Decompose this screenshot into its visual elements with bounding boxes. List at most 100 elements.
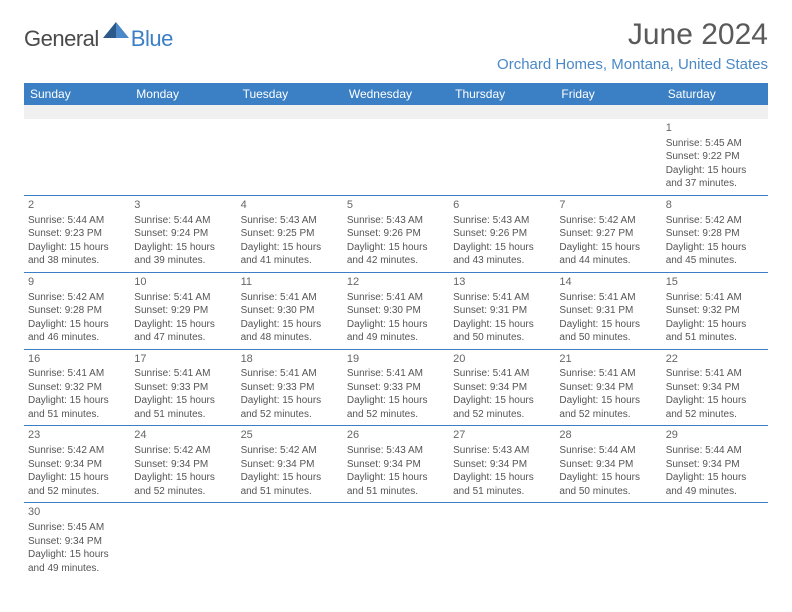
- daylight-text: Daylight: 15 hours and 52 minutes.: [347, 394, 445, 421]
- day-number: 20: [453, 352, 551, 367]
- sunrise-text: Sunrise: 5:41 AM: [666, 291, 764, 305]
- day-cell: 24Sunrise: 5:42 AMSunset: 9:34 PMDayligh…: [130, 426, 236, 502]
- sunset-text: Sunset: 9:26 PM: [347, 227, 445, 241]
- weekday-label: Wednesday: [343, 83, 449, 105]
- day-number: 22: [666, 352, 764, 367]
- day-number: 7: [559, 198, 657, 213]
- sunrise-text: Sunrise: 5:43 AM: [347, 444, 445, 458]
- day-number: 16: [28, 352, 126, 367]
- day-number: 6: [453, 198, 551, 213]
- day-number: 21: [559, 352, 657, 367]
- logo-text-dark: General: [24, 26, 99, 52]
- day-cell: 2Sunrise: 5:44 AMSunset: 9:23 PMDaylight…: [24, 196, 130, 272]
- daylight-text: Daylight: 15 hours and 52 minutes.: [134, 471, 232, 498]
- sunset-text: Sunset: 9:23 PM: [28, 227, 126, 241]
- day-cell: 3Sunrise: 5:44 AMSunset: 9:24 PMDaylight…: [130, 196, 236, 272]
- day-cell: 12Sunrise: 5:41 AMSunset: 9:30 PMDayligh…: [343, 273, 449, 349]
- day-number: 11: [241, 275, 339, 290]
- day-cell: 9Sunrise: 5:42 AMSunset: 9:28 PMDaylight…: [24, 273, 130, 349]
- sunset-text: Sunset: 9:34 PM: [559, 458, 657, 472]
- week-row: 23Sunrise: 5:42 AMSunset: 9:34 PMDayligh…: [24, 426, 768, 503]
- logo: General Blue: [24, 26, 173, 52]
- daylight-text: Daylight: 15 hours and 41 minutes.: [241, 241, 339, 268]
- location-text: Orchard Homes, Montana, United States: [497, 56, 768, 73]
- daylight-text: Daylight: 15 hours and 52 minutes.: [241, 394, 339, 421]
- day-number: 4: [241, 198, 339, 213]
- daylight-text: Daylight: 15 hours and 52 minutes.: [666, 394, 764, 421]
- sunset-text: Sunset: 9:29 PM: [134, 304, 232, 318]
- sunset-text: Sunset: 9:34 PM: [559, 381, 657, 395]
- daylight-text: Daylight: 15 hours and 51 minutes.: [241, 471, 339, 498]
- sunrise-text: Sunrise: 5:41 AM: [134, 291, 232, 305]
- daylight-text: Daylight: 15 hours and 46 minutes.: [28, 318, 126, 345]
- day-number: 12: [347, 275, 445, 290]
- sunrise-text: Sunrise: 5:42 AM: [134, 444, 232, 458]
- title-block: June 2024 Orchard Homes, Montana, United…: [497, 18, 768, 73]
- sunrise-text: Sunrise: 5:41 AM: [28, 367, 126, 381]
- day-number: 25: [241, 428, 339, 443]
- daylight-text: Daylight: 15 hours and 49 minutes.: [666, 471, 764, 498]
- daylight-text: Daylight: 15 hours and 50 minutes.: [559, 471, 657, 498]
- weekday-label: Monday: [130, 83, 236, 105]
- empty-cell: [237, 119, 343, 195]
- day-cell: 10Sunrise: 5:41 AMSunset: 9:29 PMDayligh…: [130, 273, 236, 349]
- weekday-label: Thursday: [449, 83, 555, 105]
- empty-cell: [449, 119, 555, 195]
- week-row: 16Sunrise: 5:41 AMSunset: 9:32 PMDayligh…: [24, 350, 768, 427]
- empty-cell: [130, 119, 236, 195]
- sunset-text: Sunset: 9:32 PM: [28, 381, 126, 395]
- calendar: Sunday Monday Tuesday Wednesday Thursday…: [24, 83, 768, 579]
- day-cell: 18Sunrise: 5:41 AMSunset: 9:33 PMDayligh…: [237, 350, 343, 426]
- sunset-text: Sunset: 9:34 PM: [241, 458, 339, 472]
- weekday-label: Sunday: [24, 83, 130, 105]
- sunset-text: Sunset: 9:31 PM: [453, 304, 551, 318]
- sunset-text: Sunset: 9:22 PM: [666, 150, 764, 164]
- daylight-text: Daylight: 15 hours and 49 minutes.: [347, 318, 445, 345]
- sunrise-text: Sunrise: 5:43 AM: [241, 214, 339, 228]
- week-row: 2Sunrise: 5:44 AMSunset: 9:23 PMDaylight…: [24, 196, 768, 273]
- empty-cell: [343, 503, 449, 579]
- daylight-text: Daylight: 15 hours and 48 minutes.: [241, 318, 339, 345]
- daylight-text: Daylight: 15 hours and 51 minutes.: [134, 394, 232, 421]
- sunset-text: Sunset: 9:27 PM: [559, 227, 657, 241]
- logo-triangle-icon: [103, 22, 129, 43]
- day-cell: 23Sunrise: 5:42 AMSunset: 9:34 PMDayligh…: [24, 426, 130, 502]
- empty-cell: [555, 503, 661, 579]
- sunset-text: Sunset: 9:34 PM: [453, 381, 551, 395]
- sunrise-text: Sunrise: 5:42 AM: [241, 444, 339, 458]
- sunrise-text: Sunrise: 5:45 AM: [28, 521, 126, 535]
- day-cell: 11Sunrise: 5:41 AMSunset: 9:30 PMDayligh…: [237, 273, 343, 349]
- daylight-text: Daylight: 15 hours and 43 minutes.: [453, 241, 551, 268]
- week-row: 1Sunrise: 5:45 AMSunset: 9:22 PMDaylight…: [24, 119, 768, 196]
- sunset-text: Sunset: 9:26 PM: [453, 227, 551, 241]
- day-cell: 16Sunrise: 5:41 AMSunset: 9:32 PMDayligh…: [24, 350, 130, 426]
- day-number: 10: [134, 275, 232, 290]
- day-number: 27: [453, 428, 551, 443]
- day-number: 28: [559, 428, 657, 443]
- sunrise-text: Sunrise: 5:44 AM: [666, 444, 764, 458]
- sunset-text: Sunset: 9:34 PM: [28, 458, 126, 472]
- sunset-text: Sunset: 9:24 PM: [134, 227, 232, 241]
- sunset-text: Sunset: 9:28 PM: [666, 227, 764, 241]
- sunset-text: Sunset: 9:30 PM: [347, 304, 445, 318]
- sunrise-text: Sunrise: 5:43 AM: [347, 214, 445, 228]
- sunrise-text: Sunrise: 5:41 AM: [241, 367, 339, 381]
- sunset-text: Sunset: 9:34 PM: [666, 381, 764, 395]
- day-cell: 29Sunrise: 5:44 AMSunset: 9:34 PMDayligh…: [662, 426, 768, 502]
- day-cell: 5Sunrise: 5:43 AMSunset: 9:26 PMDaylight…: [343, 196, 449, 272]
- day-cell: 8Sunrise: 5:42 AMSunset: 9:28 PMDaylight…: [662, 196, 768, 272]
- day-number: 23: [28, 428, 126, 443]
- sunrise-text: Sunrise: 5:41 AM: [453, 367, 551, 381]
- sunrise-text: Sunrise: 5:41 AM: [347, 367, 445, 381]
- sunrise-text: Sunrise: 5:44 AM: [134, 214, 232, 228]
- spacer-row: [24, 105, 768, 119]
- sunset-text: Sunset: 9:31 PM: [559, 304, 657, 318]
- day-number: 13: [453, 275, 551, 290]
- weekday-header-row: Sunday Monday Tuesday Wednesday Thursday…: [24, 83, 768, 105]
- weekday-label: Friday: [555, 83, 661, 105]
- day-cell: 22Sunrise: 5:41 AMSunset: 9:34 PMDayligh…: [662, 350, 768, 426]
- sunrise-text: Sunrise: 5:43 AM: [453, 214, 551, 228]
- day-number: 17: [134, 352, 232, 367]
- day-cell: 17Sunrise: 5:41 AMSunset: 9:33 PMDayligh…: [130, 350, 236, 426]
- daylight-text: Daylight: 15 hours and 51 minutes.: [453, 471, 551, 498]
